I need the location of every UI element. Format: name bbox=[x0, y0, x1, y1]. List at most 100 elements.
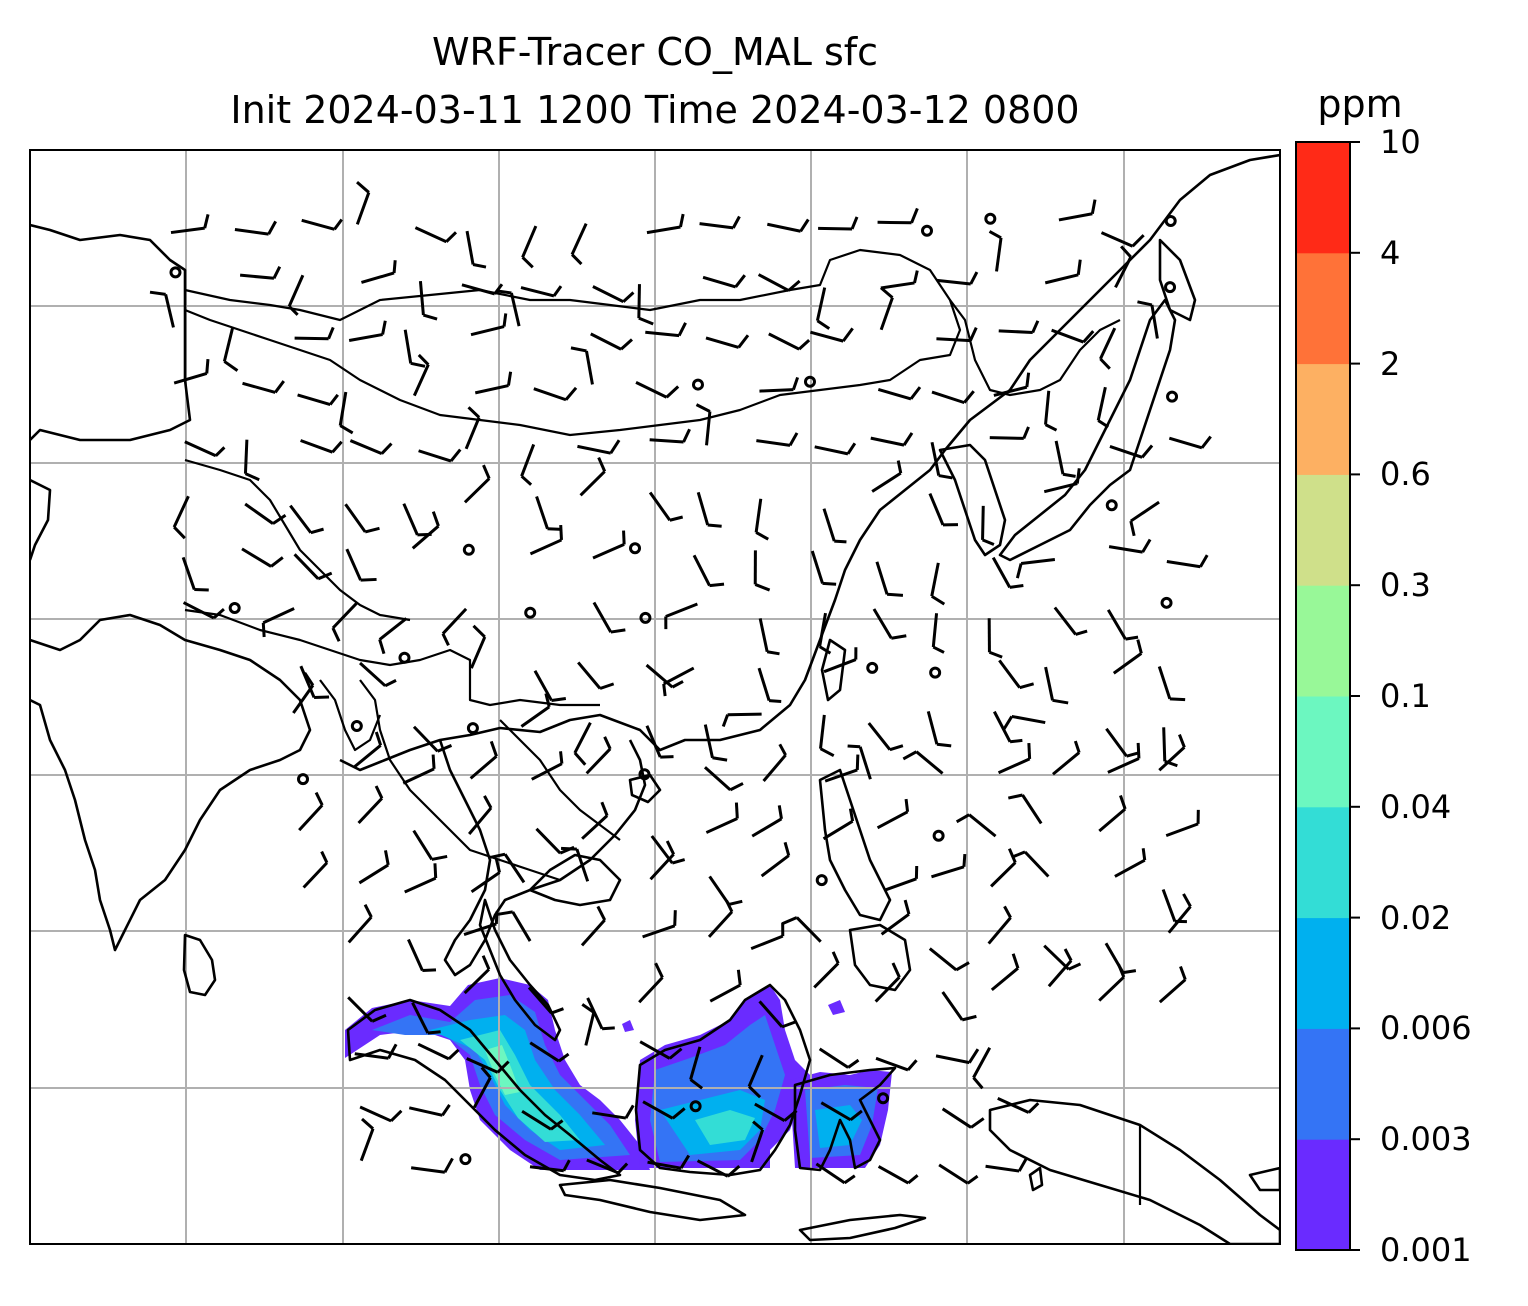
wind-barb-shaft bbox=[754, 1102, 786, 1122]
wind-barb-flag bbox=[677, 322, 687, 337]
wind-barb-flag bbox=[482, 464, 491, 480]
wind-barb-shaft bbox=[361, 271, 395, 284]
wind-barb-shaft bbox=[299, 665, 316, 699]
wind-barb-flag bbox=[417, 353, 430, 366]
wind-barb-shaft bbox=[824, 768, 858, 783]
wind-barb-shaft bbox=[1108, 545, 1143, 554]
wind-barb-flag bbox=[831, 951, 840, 964]
wind-barb-shaft bbox=[815, 287, 827, 322]
wind-barb-shaft bbox=[989, 436, 1024, 440]
wind-barb-shaft bbox=[1096, 386, 1107, 421]
wind-barb-flag bbox=[930, 594, 946, 606]
wind-barb-shaft bbox=[1114, 256, 1133, 289]
wind-barb-shaft bbox=[511, 911, 532, 942]
wind-barb-flag bbox=[288, 305, 299, 316]
wind-barb-flag bbox=[1082, 330, 1095, 344]
coast-indochina bbox=[438, 739, 647, 977]
wind-barb-shaft bbox=[463, 968, 491, 995]
wind-barb-shaft bbox=[871, 471, 902, 493]
wind-barb-flag bbox=[781, 916, 798, 926]
wind-barb-shaft bbox=[875, 1056, 909, 1072]
wind-barb-shaft bbox=[300, 439, 334, 454]
wind-barb-shaft bbox=[359, 661, 387, 687]
wind-barb-shaft bbox=[289, 504, 313, 534]
wind-barb-shaft bbox=[402, 767, 435, 785]
wind-barb-flag bbox=[1075, 468, 1081, 484]
wind-barb-flag bbox=[842, 327, 854, 343]
wind-barb-flag bbox=[689, 1078, 704, 1090]
wind-barb-shaft bbox=[810, 330, 844, 343]
wind-barb-shaft bbox=[348, 333, 383, 343]
wind-barb-flag bbox=[481, 955, 491, 970]
wind-barb-shaft bbox=[758, 618, 769, 653]
wind-barb-shaft bbox=[1043, 944, 1070, 971]
wind-barb-flag bbox=[1136, 742, 1141, 759]
colorbar-band bbox=[1296, 806, 1350, 919]
wind-barb-flag bbox=[597, 456, 607, 473]
wind-barb-flag bbox=[1025, 372, 1031, 388]
wind-barb-shaft bbox=[819, 714, 826, 749]
wind-barb-flag bbox=[695, 403, 711, 413]
wind-barb-flag bbox=[544, 693, 551, 708]
wind-barb-shaft bbox=[928, 492, 945, 526]
colorbar-tick-label: 0.04 bbox=[1380, 787, 1452, 826]
wind-barb-shaft bbox=[990, 967, 1019, 992]
wind-barb-shaft bbox=[294, 336, 329, 341]
wind-barb-shaft bbox=[1158, 978, 1187, 1004]
wind-barb-flag bbox=[493, 283, 504, 295]
wind-barb-flag bbox=[310, 527, 324, 535]
wind-barb-flag bbox=[480, 1066, 492, 1079]
colorbar-band bbox=[1296, 1028, 1350, 1140]
wind-barb-flag bbox=[1141, 848, 1147, 861]
wind-barb-flag bbox=[665, 385, 680, 399]
wind-barb-shaft bbox=[993, 710, 1012, 743]
wind-barb-shaft bbox=[938, 1163, 969, 1185]
wind-barb-shaft bbox=[461, 283, 496, 296]
wind-barb-shaft bbox=[412, 725, 439, 753]
wind-barb-shaft bbox=[474, 384, 509, 395]
wind-barb-flag bbox=[903, 899, 911, 915]
wind-barb-shaft bbox=[298, 804, 324, 832]
wind-barb-flag bbox=[360, 577, 377, 582]
wind-barb-flag bbox=[267, 220, 277, 235]
wind-barb-shaft bbox=[707, 910, 734, 938]
wind-barb-flag bbox=[721, 714, 730, 727]
wind-barb-flag bbox=[1179, 966, 1187, 981]
wind-barb-shaft bbox=[503, 853, 526, 884]
wind-barb-flag bbox=[968, 1048, 980, 1064]
wind-barb-shaft bbox=[751, 817, 783, 838]
wind-barb-shaft bbox=[1158, 746, 1186, 772]
wind-barb-flag bbox=[203, 214, 210, 229]
wind-barb-shaft bbox=[998, 329, 1033, 334]
calm-wind-marker bbox=[689, 1100, 702, 1113]
calm-wind-marker bbox=[1164, 214, 1177, 227]
calm-wind-marker bbox=[929, 666, 942, 679]
calm-wind-marker bbox=[466, 722, 479, 735]
wind-barb-shaft bbox=[1162, 727, 1167, 762]
colorbar-band bbox=[1296, 363, 1350, 475]
wind-barb-flag bbox=[550, 1007, 564, 1015]
wind-barb-shaft bbox=[931, 390, 965, 405]
wind-barb-shaft bbox=[762, 754, 787, 782]
wind-barb-flag bbox=[1117, 963, 1126, 978]
border-china-south bbox=[184, 608, 600, 707]
wind-barb-flag bbox=[783, 841, 791, 857]
wind-barb-shaft bbox=[535, 496, 549, 530]
wind-barb-shaft bbox=[529, 1165, 564, 1173]
wind-barb-shaft bbox=[972, 1047, 992, 1079]
wind-barb-flag bbox=[371, 1013, 387, 1023]
calm-wind-marker bbox=[1160, 596, 1173, 609]
wind-barb-flag bbox=[1015, 563, 1023, 579]
coast-west-strip bbox=[30, 478, 52, 561]
calm-wind-marker bbox=[984, 212, 997, 225]
wind-barb-flag bbox=[314, 791, 324, 806]
wind-barb-shaft bbox=[813, 962, 840, 989]
wind-barb-shaft bbox=[592, 1111, 627, 1120]
colorbar-tick-label: 2 bbox=[1380, 344, 1401, 383]
wind-barb-flag bbox=[834, 539, 847, 544]
wind-barb-shaft bbox=[1167, 905, 1192, 934]
wind-barb-shaft bbox=[645, 725, 662, 758]
colorbar-tick-label: 0.6 bbox=[1380, 455, 1431, 494]
wind-barb-shaft bbox=[818, 612, 827, 647]
wind-barb-shaft bbox=[509, 292, 521, 327]
